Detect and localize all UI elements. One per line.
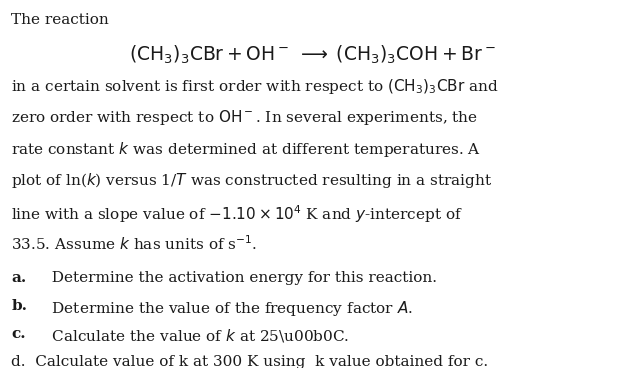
- Text: Determine the value of the frequency factor $A$.: Determine the value of the frequency fac…: [42, 299, 413, 318]
- Text: zero order with respect to $\mathrm{OH}^-$. In several experiments, the: zero order with respect to $\mathrm{OH}^…: [11, 108, 478, 127]
- Text: in a certain solvent is first order with respect to $(\mathrm{CH_3})_3\mathrm{CB: in a certain solvent is first order with…: [11, 77, 499, 96]
- Text: b.: b.: [11, 299, 27, 313]
- Text: Determine the activation energy for this reaction.: Determine the activation energy for this…: [42, 271, 437, 285]
- Text: a.: a.: [11, 271, 26, 285]
- Text: $(\mathrm{CH_3})_3\mathrm{CBr} + \mathrm{OH}^- \;\longrightarrow\; (\mathrm{CH_3: $(\mathrm{CH_3})_3\mathrm{CBr} + \mathrm…: [129, 44, 495, 67]
- Text: 33.5. Assume $k$ has units of s$^{-1}$.: 33.5. Assume $k$ has units of s$^{-1}$.: [11, 235, 258, 254]
- Text: d.  Calculate value of k at 300 K using  k value obtained for c.: d. Calculate value of k at 300 K using k…: [11, 355, 489, 368]
- Text: The reaction: The reaction: [11, 13, 109, 27]
- Text: Calculate the value of $k$ at 25\u00b0C.: Calculate the value of $k$ at 25\u00b0C.: [42, 327, 349, 344]
- Text: plot of ln($k$) versus 1/$T$ was constructed resulting in a straight: plot of ln($k$) versus 1/$T$ was constru…: [11, 171, 492, 191]
- Text: c.: c.: [11, 327, 26, 341]
- Text: line with a slope value of $-1.10 \times 10^4$ K and $y$-intercept of: line with a slope value of $-1.10 \times…: [11, 203, 463, 225]
- Text: rate constant $k$ was determined at different temperatures. A: rate constant $k$ was determined at diff…: [11, 140, 481, 159]
